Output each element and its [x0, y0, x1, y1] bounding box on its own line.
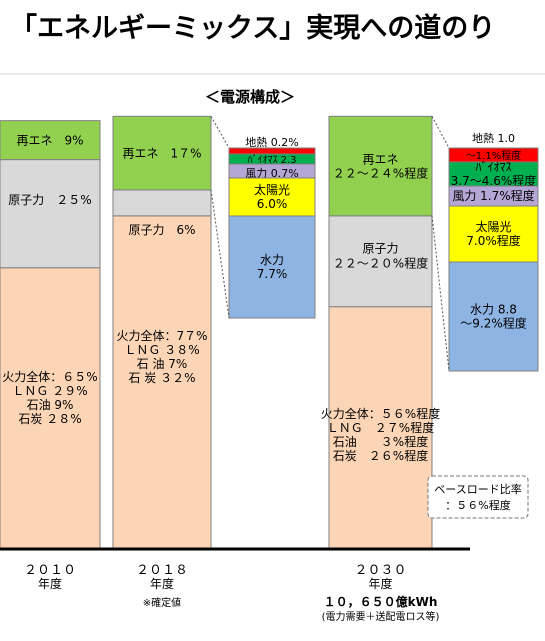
- bar-label-nuclear: ２２～２０%程度: [333, 256, 428, 271]
- breakdown-label-geothermal: ～1.1%程度: [466, 149, 521, 162]
- breakdown-label-solar: 6.0%: [257, 197, 288, 211]
- bar-segment-renewable: [112, 115, 212, 191]
- bar-label-nuclear: 原子力: [362, 242, 398, 256]
- breakdown-label-hydro: 水力: [260, 253, 284, 267]
- bar-label-thermal: 火力全体：7７%: [116, 328, 207, 343]
- breakdown-segment-hydro: [448, 261, 539, 372]
- baseload-label: ベースロード比率: [434, 482, 521, 496]
- bar-label-thermal: 火力全体：５６%程度: [321, 406, 440, 421]
- breakdown-segment-hydro: [228, 215, 316, 319]
- x-tick-note2: (電力需要＋送配電ロス等): [322, 610, 440, 623]
- x-tick-sublabel: 年度: [150, 576, 174, 591]
- baseload-value: ：５６%程度: [445, 498, 510, 512]
- baseload-box: [427, 475, 529, 519]
- connector-line: [431, 116, 450, 149]
- breakdown-label-solar: 7.0%程度: [466, 233, 521, 248]
- breakdown-label-hydro: ～9.2%程度: [460, 316, 527, 331]
- breakdown-label-solar: 太陽光: [475, 219, 511, 234]
- x-tick-sublabel: 年度: [368, 576, 392, 591]
- bar-label-thermal: 石炭 ２６%程度: [333, 448, 428, 463]
- bar-segment-thermal: [0, 267, 101, 550]
- x-tick-label: ２０１８: [136, 563, 188, 578]
- bar-label-thermal: 石 油 7%: [137, 357, 188, 371]
- x-tick-label: ２０３０: [354, 563, 406, 578]
- bar-label-thermal: 石炭 ２８%: [18, 412, 81, 426]
- breakdown-label-hydro: 水力 8.8: [470, 303, 517, 317]
- breakdown-label-geothermal: 地熱 0.2%: [245, 136, 298, 149]
- bar-label-thermal: 石油 ３%程度: [333, 434, 428, 449]
- bar-segment-nuclear: [112, 189, 212, 217]
- bar-label-renewable: 再エネ 9%: [16, 133, 83, 147]
- connector-line: [210, 116, 230, 149]
- bar-segment-renewable: [0, 120, 101, 161]
- chart-subtitle: ＜電源構成＞: [205, 88, 295, 106]
- breakdown-label-biomass: ﾊﾞｲｵﾏｽ: [475, 160, 511, 174]
- bar-label-thermal: ＬＮＧ ２７%程度: [327, 420, 434, 435]
- bar-label-nuclear: 原子力 ２５%: [8, 193, 91, 207]
- bar-label-thermal: ＬＮＧ ２９%: [12, 384, 87, 398]
- x-tick-note: ※確定値: [143, 596, 181, 609]
- breakdown-label-wind: 風力 0.7%: [245, 167, 298, 180]
- bar-label-renewable: ２２～２４%程度: [333, 165, 428, 180]
- page-title: 「エネルギーミックス」実現への道のり: [10, 13, 496, 44]
- bar-label-thermal: 火力全体：６５%: [2, 369, 97, 384]
- breakdown-label-biomass: ﾊﾞｲｵﾏｽ 2.3: [247, 154, 296, 166]
- breakdown-label-wind: 風力 1.7%程度: [452, 188, 534, 203]
- breakdown-segment-biomass: [448, 161, 539, 187]
- connector-line: [210, 189, 230, 319]
- x-tick-note: １０，６５０億kWh: [324, 594, 438, 609]
- bar-label-thermal: 石油 9%: [27, 398, 74, 412]
- bar-label-thermal: 石 炭 ３２%: [128, 371, 195, 385]
- connector-line: [431, 215, 450, 372]
- breakdown-label-hydro: 7.7%: [257, 267, 288, 281]
- bar-segment-renewable: [328, 115, 433, 217]
- breakdown-label-biomass: 3.7～4.6%程度: [451, 173, 537, 188]
- x-tick-sublabel: 年度: [38, 576, 62, 591]
- breakdown-label-geothermal: 地熱 1.0: [472, 132, 515, 145]
- bar-label-renewable: 再エネ 1７%: [122, 146, 201, 160]
- breakdown-segment-solar: [228, 177, 316, 217]
- bar-label-nuclear: 原子力 6%: [128, 223, 195, 237]
- bar-label-renewable: 再エネ: [362, 152, 398, 166]
- bar-label-thermal: ＬＮＧ ３８%: [124, 343, 199, 357]
- x-tick-label: ２０１０: [24, 563, 76, 578]
- bar-segment-nuclear: [0, 159, 101, 269]
- breakdown-label-solar: 太陽光: [254, 182, 290, 197]
- breakdown-segment-solar: [448, 205, 539, 263]
- bar-segment-thermal: [112, 215, 212, 550]
